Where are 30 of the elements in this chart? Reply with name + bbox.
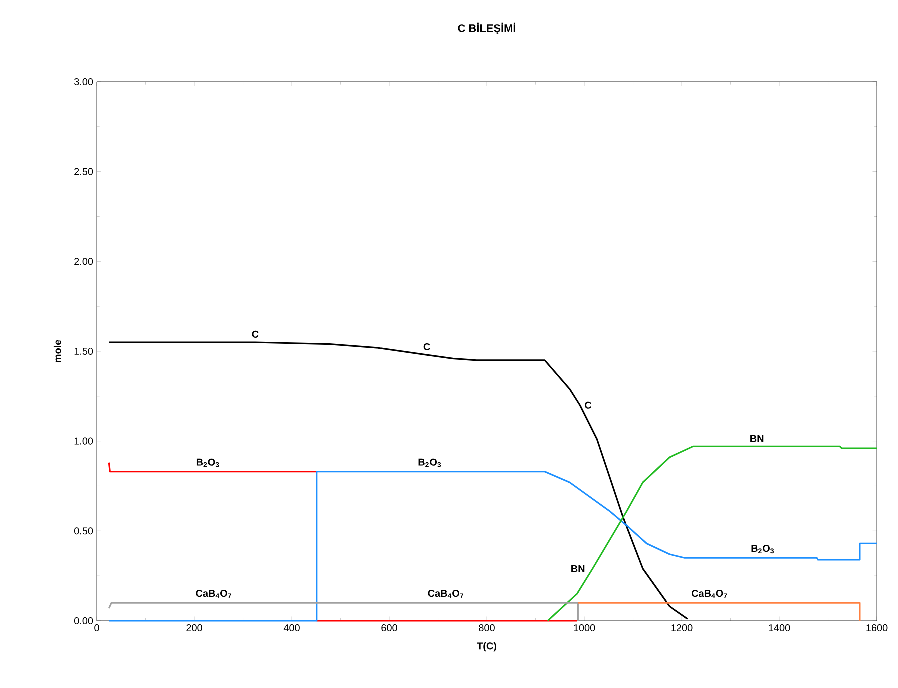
x-tick-label: 1000: [574, 624, 596, 632]
annotation: C: [585, 402, 592, 409]
annotation: B$_{2}$O$_{3}$: [418, 458, 442, 468]
annotation: B$_{2}$O$_{3}$: [752, 545, 774, 554]
y-tick-label: 1.00: [74, 438, 94, 445]
annotation: CaB$_{4}$O$_{7}$: [428, 590, 464, 598]
y-tick-label: 1.50: [74, 348, 94, 356]
y-tick-label: 0.00: [74, 617, 94, 625]
y-tick-label: 0.50: [74, 528, 94, 535]
y-axis-title: mole: [54, 340, 62, 362]
annotation: B$_{2}$O$_{3}$: [196, 458, 220, 468]
x-tick-label: 0: [94, 624, 100, 632]
x-tick-label: 1600: [866, 624, 888, 632]
annotation: CaB$_{4}$O$_{7}$: [692, 590, 728, 598]
x-tick-label: 1200: [672, 624, 693, 632]
x-tick-label: 1400: [769, 624, 790, 632]
y-tick-label: 2.00: [74, 258, 94, 266]
x-axis-title: T(C): [477, 642, 496, 652]
chart-title: C BİLEŞİMİ: [458, 22, 516, 34]
annotation: C: [424, 344, 430, 351]
annotation: CaB$_{4}$O$_{7}$: [196, 590, 232, 598]
annotation: C: [252, 330, 259, 338]
y-tick-label: 3.00: [74, 78, 94, 86]
x-tick-label: 400: [284, 624, 300, 632]
annotation: BN: [750, 435, 764, 442]
y-tick-label: 2.50: [74, 168, 94, 176]
x-tick-label: 800: [479, 624, 495, 632]
annotation: BN: [572, 565, 585, 572]
x-tick-label: 600: [382, 624, 398, 632]
x-tick-label: 200: [186, 624, 202, 632]
